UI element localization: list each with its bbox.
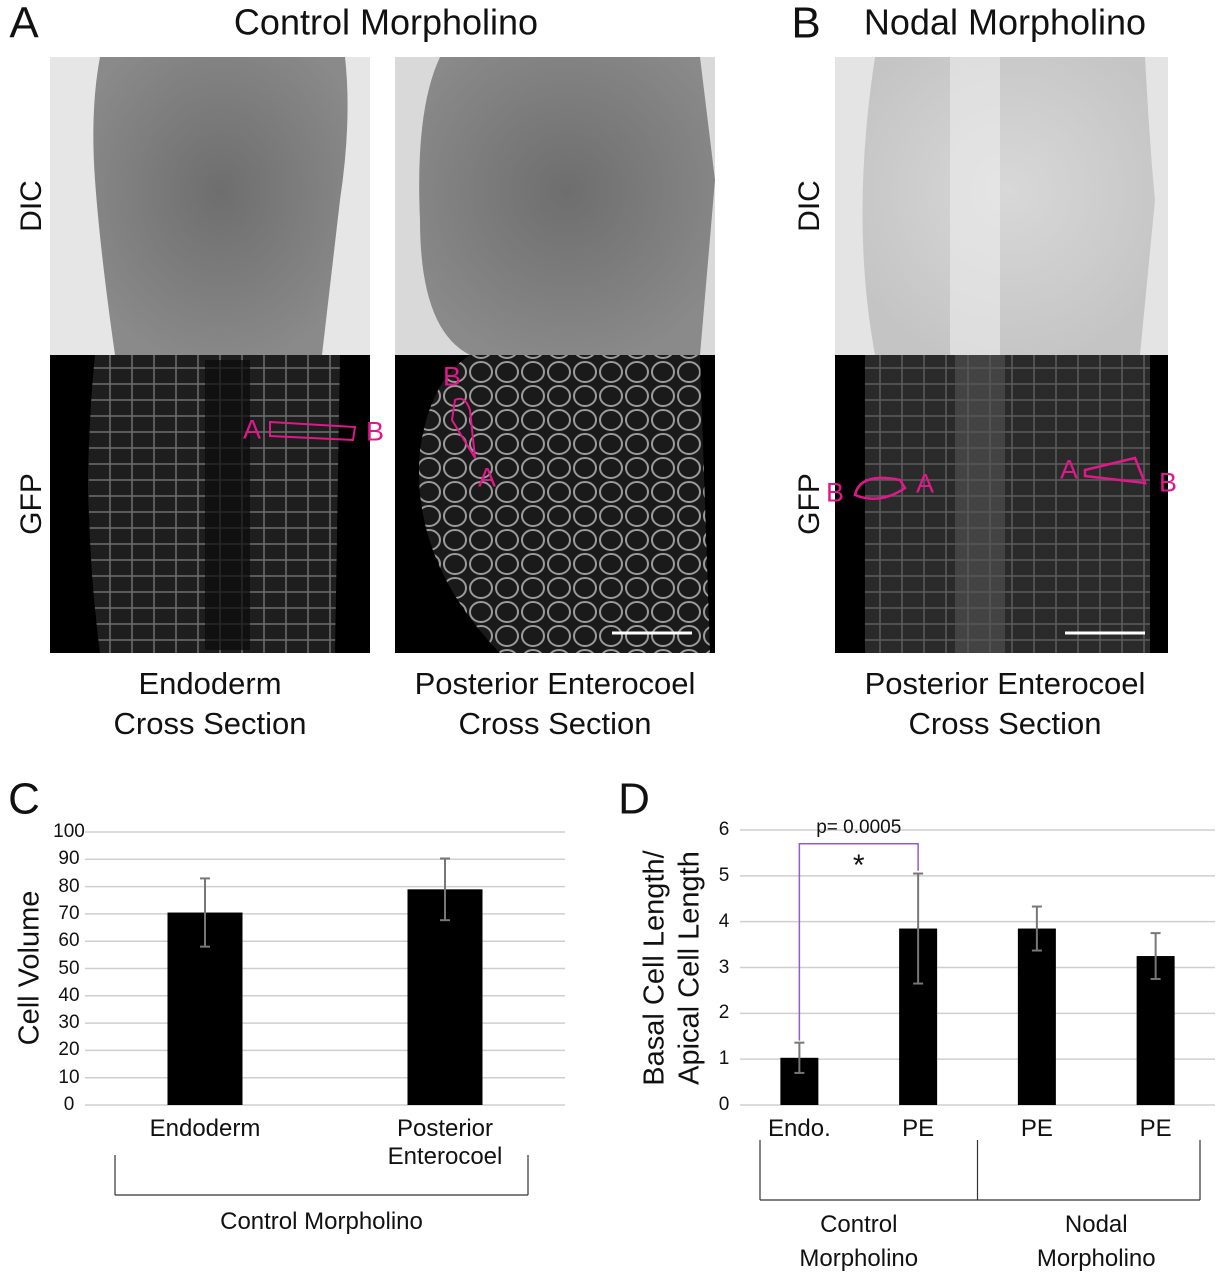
bar [1136,956,1175,1105]
x-tick-label: Endoderm [149,1115,261,1142]
error-bar [913,872,924,985]
y-axis-label: Basal Cell Length/ [638,850,671,1086]
error-bar [440,857,450,922]
y-axis-label: Apical Cell Length [673,851,706,1085]
y-axis-label: Cell Volume [13,890,46,1046]
caption: Posterior Enterocoel [864,666,1146,702]
image-annotation: A [1059,454,1079,485]
cell-outline [269,420,357,442]
error-bar [200,877,210,948]
x-tick-label: PE [1020,1115,1053,1142]
embryo [93,57,348,355]
group-label: Nodal Morpholino [1036,1211,1156,1272]
significance-bracket [798,843,919,1041]
row-label: DIC [14,180,48,232]
error-bar [1150,932,1161,980]
y-tick-label: 5 [718,864,730,886]
y-tick-label: 60 [58,930,80,952]
image-annotation: A [477,462,497,493]
cell-outlines [419,355,710,653]
group-label: Control Morpholino [220,1208,423,1236]
y-tick-label: 30 [58,1012,80,1034]
group-label: Control Morpholino [799,1211,919,1272]
image-annotation: B [365,416,385,447]
y-tick-label: 0 [63,1094,75,1116]
cell-outline [853,476,907,500]
bar [407,889,483,1105]
panel-title: Nodal Morpholino [863,1,1147,43]
embryo-band [950,57,1000,355]
y-tick-label: 40 [58,984,80,1006]
x-tick-label: PE [902,1115,935,1142]
panel-letter: B [791,0,821,48]
y-tick-label: 80 [58,875,80,897]
x-tick-label: Posterior Enterocoel [387,1115,503,1170]
row-label: GFP [14,473,48,535]
y-tick-label: 90 [58,848,80,870]
y-tick-label: 10 [58,1066,80,1088]
image-annotation: B [825,477,845,508]
y-tick-label: 2 [718,1002,730,1024]
panel-letter: D [618,774,650,824]
image-annotation: B [442,361,462,392]
y-tick-label: 1 [718,1048,730,1070]
error-bar [1031,905,1042,952]
y-tick-label: 6 [718,819,730,841]
y-tick-label: 4 [718,910,730,932]
caption: Posterior Enterocoel [414,666,696,702]
significance-star: * [852,848,865,882]
y-tick-label: 50 [58,957,80,979]
panel-letter: C [8,774,40,824]
caption: Endoderm [138,666,282,702]
image-annotation: A [242,414,262,445]
error-bar [794,1041,805,1074]
panel-letter: A [9,0,39,48]
embryo-band [955,355,1005,653]
row-label: GFP [792,473,826,535]
x-tick-label: Endo. [768,1115,831,1142]
caption: Cross Section [458,706,652,742]
embryo [862,57,1155,355]
cell-outline [450,397,476,459]
y-tick-label: 100 [53,821,85,843]
image-annotation: B [1158,467,1178,498]
row-label: DIC [792,180,826,232]
y-tick-label: 3 [718,956,730,978]
lumen [205,360,250,650]
y-tick-label: 0 [718,1094,730,1116]
cell-outlines [865,355,1150,653]
bar [1017,928,1056,1105]
caption: Cross Section [908,706,1102,742]
embryo [419,57,715,355]
x-tick-label: PE [1139,1115,1172,1142]
caption: Cross Section [113,706,307,742]
image-annotation: A [915,468,935,499]
y-tick-label: 20 [58,1039,80,1061]
cell-outline [1083,456,1147,485]
p-value: p= 0.0005 [816,816,902,838]
panel-title: Control Morpholino [233,1,539,43]
y-tick-label: 70 [58,902,80,924]
